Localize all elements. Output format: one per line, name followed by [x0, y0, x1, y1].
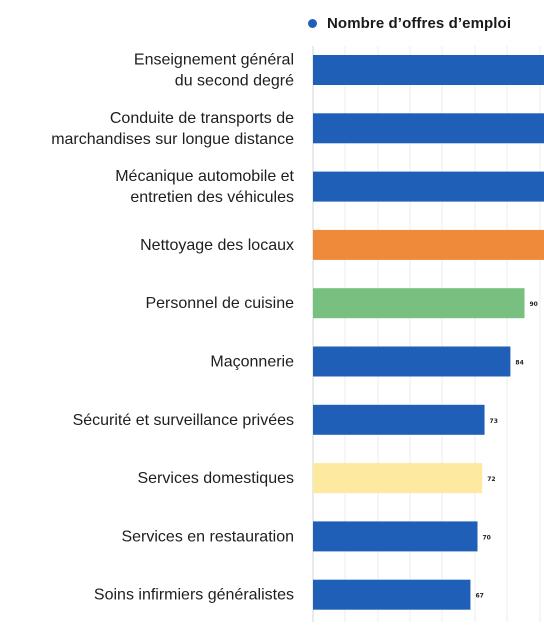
- data-label: 84: [515, 360, 523, 367]
- bar: [313, 346, 511, 377]
- bar: [313, 288, 525, 319]
- bar: [313, 463, 483, 494]
- legend-marker: [308, 18, 317, 28]
- category-label: Nettoyage des locaux: [140, 237, 294, 254]
- bar: [313, 113, 544, 144]
- bar: [313, 521, 478, 552]
- category-label: Conduite de transports de marchandises su…: [51, 110, 294, 148]
- category-label: Soins infirmiers généralistes: [94, 587, 294, 604]
- category-label: Personnel de cuisine: [145, 295, 294, 312]
- category-label: Enseignement général du second degré: [134, 52, 294, 90]
- chart-legend: Nombre d’offres d’emploi: [308, 12, 511, 34]
- legend-label: Nombre d’offres d’emploi: [327, 14, 512, 32]
- data-label: 73: [490, 418, 498, 425]
- bar: [313, 229, 544, 260]
- bar: [313, 579, 471, 610]
- bar: [313, 55, 544, 85]
- data-label: 90: [530, 301, 538, 308]
- bar: [313, 171, 544, 202]
- category-label: Mécanique automobile et entretien des véh…: [115, 168, 294, 206]
- bar: [313, 404, 485, 435]
- category-label: Sécurité et surveillance privées: [73, 412, 294, 429]
- data-label: 70: [483, 534, 491, 541]
- category-label: Maçonnerie: [210, 354, 294, 371]
- category-label: Services en restauration: [121, 528, 294, 545]
- data-label: 72: [487, 476, 495, 483]
- category-label: Services domestiques: [137, 470, 294, 487]
- data-label: 67: [475, 593, 483, 600]
